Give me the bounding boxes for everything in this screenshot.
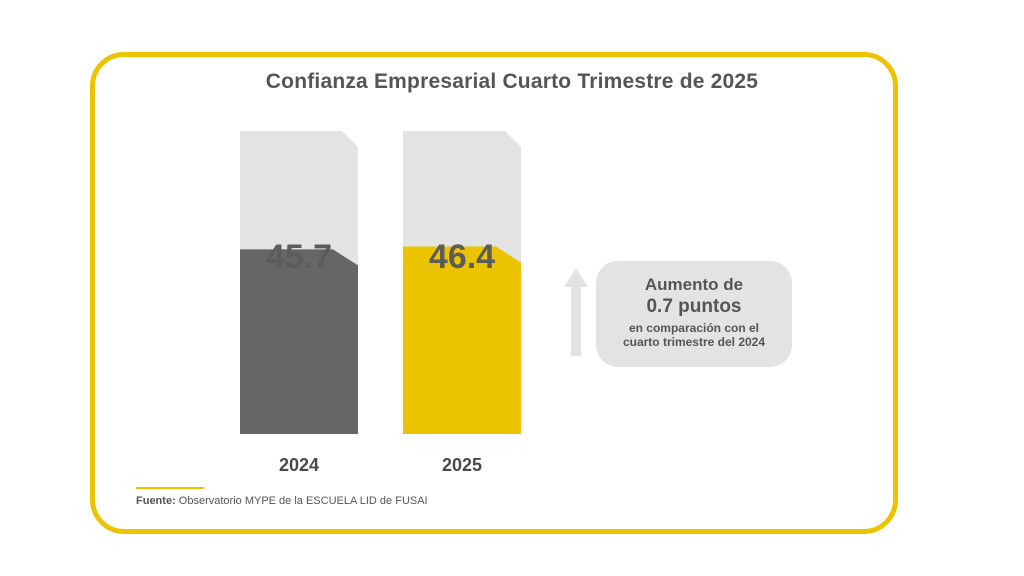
note-line-1: Aumento de [644,275,744,294]
increase-note: Aumento de 0.7 puntos en comparación con… [596,261,792,367]
bar-2024 [240,249,358,434]
note-line-2: 0.7 puntos [646,296,742,317]
arrow-up-icon [564,268,588,356]
source-divider [136,487,204,489]
value-label-2024: 45.7 [266,238,332,276]
chart-frame [90,52,898,534]
category-label-2024: 2024 [279,455,319,475]
note-line-4: cuarto trimestre del 2024 [622,335,766,349]
category-label-2025: 2025 [442,455,482,475]
value-label-2025: 46.4 [429,238,495,276]
chart-title: Confianza Empresarial Cuarto Trimestre d… [265,70,759,93]
source-text: Observatorio MYPE de la ESCUELA LID de F… [175,495,428,507]
source-label: Fuente: [136,495,176,507]
note-line-3: en comparación con el [628,321,760,335]
bar-2025 [403,246,521,434]
source-note: Fuente: Observatorio MYPE de la ESCUELA … [136,495,428,507]
